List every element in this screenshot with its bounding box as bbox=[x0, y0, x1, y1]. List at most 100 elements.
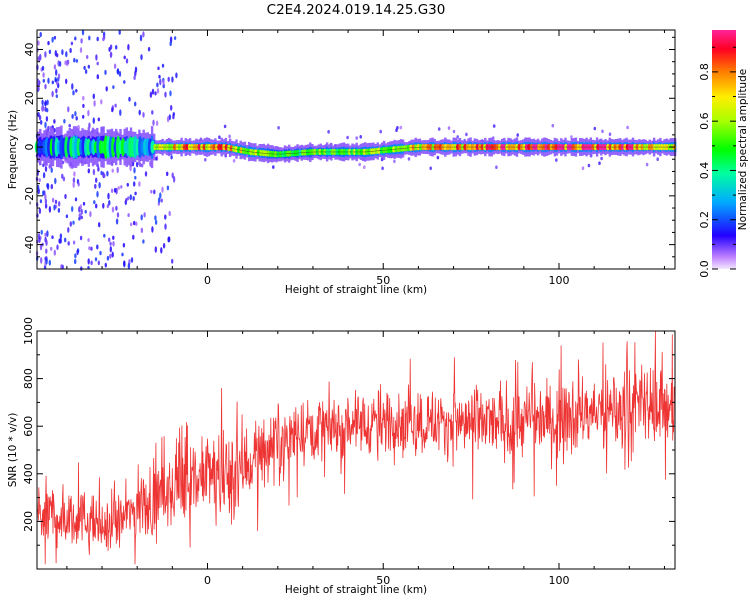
noise-speckle bbox=[152, 119, 155, 126]
noise-speckle bbox=[132, 234, 135, 240]
noise-speckle bbox=[626, 125, 629, 130]
noise-speckle bbox=[170, 155, 173, 160]
noise-speckle bbox=[167, 236, 170, 243]
noise-speckle bbox=[46, 108, 49, 113]
noise-speckle bbox=[44, 232, 47, 237]
noise-speckle bbox=[166, 171, 169, 177]
noise-speckle bbox=[46, 230, 49, 237]
y-tick-label: 0 bbox=[23, 144, 36, 151]
colorbar: 0.0 0.2 0.4 0.6 0.8 Normalized spectral ampl… bbox=[698, 30, 749, 278]
noise-speckle bbox=[109, 51, 113, 57]
noise-speckle bbox=[73, 57, 76, 63]
noise-speckle bbox=[87, 109, 90, 117]
noise-speckle bbox=[115, 218, 119, 225]
noise-speckle bbox=[108, 200, 111, 206]
noise-speckle bbox=[69, 48, 72, 53]
noise-speckle bbox=[55, 94, 58, 98]
noise-speckle bbox=[119, 109, 122, 116]
noise-speckle bbox=[51, 197, 55, 203]
noise-speckle bbox=[593, 126, 597, 131]
noise-speckle bbox=[111, 206, 115, 213]
noise-speckle bbox=[436, 155, 440, 160]
noise-speckle bbox=[598, 161, 601, 165]
noise-speckle bbox=[166, 185, 170, 191]
noise-speckle bbox=[138, 109, 141, 116]
noise-speckle bbox=[139, 34, 143, 42]
noise-speckle bbox=[75, 116, 78, 121]
noise-speckle bbox=[65, 51, 68, 58]
noise-speckle bbox=[164, 91, 167, 98]
noise-speckle bbox=[42, 72, 45, 78]
noise-speckle bbox=[59, 233, 63, 239]
y-tick-label: 600 bbox=[22, 416, 35, 437]
noise-speckle bbox=[346, 135, 349, 140]
noise-speckle bbox=[41, 105, 44, 112]
noise-speckle bbox=[84, 69, 88, 74]
noise-speckle bbox=[158, 74, 161, 79]
noise-speckle bbox=[133, 167, 136, 174]
noise-speckle bbox=[166, 116, 170, 123]
noise-speckle bbox=[130, 222, 133, 227]
noise-speckle bbox=[54, 177, 57, 185]
noise-speckle bbox=[127, 213, 130, 218]
noise-speckle bbox=[84, 209, 87, 214]
noise-speckle bbox=[156, 82, 159, 88]
noise-speckle bbox=[97, 166, 100, 172]
noise-speckle bbox=[115, 205, 118, 211]
noise-speckle bbox=[62, 176, 66, 182]
noise-speckle bbox=[111, 107, 114, 113]
noise-speckle bbox=[133, 75, 136, 81]
noise-speckle bbox=[160, 247, 163, 254]
y-tick-label: -40 bbox=[23, 236, 36, 254]
noise-speckle bbox=[232, 159, 236, 163]
noise-speckle bbox=[45, 239, 48, 247]
noise-speckle bbox=[581, 166, 585, 170]
noise-speckle bbox=[71, 83, 74, 90]
noise-speckle bbox=[123, 80, 126, 84]
noise-speckle bbox=[492, 124, 496, 128]
noise-speckle bbox=[169, 90, 172, 97]
noise-speckle bbox=[358, 162, 362, 167]
noise-speckle bbox=[127, 196, 130, 201]
noise-speckle bbox=[75, 58, 79, 63]
spectrogram-ticks: 0 50 100 -40 -20 0 20 40 bbox=[23, 30, 675, 287]
noise-speckle bbox=[51, 235, 54, 240]
noise-speckle bbox=[90, 260, 93, 266]
noise-speckle bbox=[76, 249, 79, 256]
noise-speckle bbox=[155, 156, 158, 161]
noise-speckle bbox=[162, 242, 166, 249]
noise-speckle bbox=[133, 220, 136, 226]
noise-speckle bbox=[80, 215, 83, 220]
noise-speckle bbox=[109, 241, 112, 246]
noise-speckle bbox=[87, 238, 90, 242]
noise-speckle bbox=[134, 66, 138, 73]
noise-speckle bbox=[45, 248, 48, 254]
noise-speckle bbox=[123, 260, 126, 267]
noise-speckle bbox=[56, 244, 59, 251]
noise-speckle bbox=[80, 208, 83, 215]
noise-speckle bbox=[78, 206, 81, 213]
noise-speckle bbox=[587, 163, 591, 168]
noise-speckle bbox=[134, 101, 137, 107]
noise-speckle bbox=[381, 166, 384, 171]
noise-speckle bbox=[379, 129, 383, 134]
noise-speckle bbox=[41, 99, 44, 106]
ridge-cell bbox=[150, 140, 155, 154]
noise-speckle bbox=[102, 37, 105, 42]
noise-speckle bbox=[37, 112, 40, 118]
noise-speckle bbox=[172, 114, 175, 120]
noise-speckle bbox=[156, 88, 160, 94]
noise-speckle bbox=[64, 194, 67, 199]
noise-speckle bbox=[173, 36, 177, 40]
noise-speckle bbox=[608, 132, 612, 136]
noise-speckle bbox=[132, 196, 135, 201]
noise-speckle bbox=[98, 181, 101, 189]
noise-speckle bbox=[61, 49, 64, 56]
noise-speckle bbox=[96, 190, 99, 198]
noise-speckle bbox=[140, 214, 143, 221]
noise-speckle bbox=[399, 125, 403, 130]
noise-speckle bbox=[164, 214, 167, 220]
noise-speckle bbox=[111, 168, 114, 173]
noise-speckle bbox=[135, 221, 138, 226]
noise-speckle bbox=[42, 172, 46, 179]
